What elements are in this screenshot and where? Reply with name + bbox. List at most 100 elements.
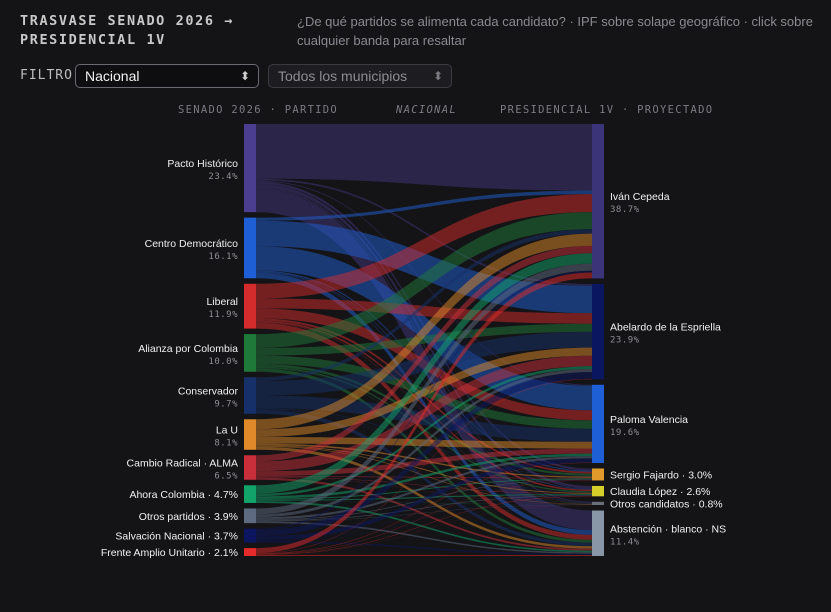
source-node[interactable] [244, 217, 256, 279]
target-node[interactable] [592, 283, 604, 380]
target-node[interactable] [592, 468, 604, 481]
flow-band[interactable] [256, 456, 592, 520]
target-node[interactable] [592, 485, 604, 497]
source-label: Ahora Colombia · 4.7% [129, 489, 238, 501]
source-node[interactable] [244, 124, 256, 213]
flow-band[interactable] [256, 323, 592, 356]
source-pct: 11.9% [208, 310, 238, 320]
source-label: Liberal [206, 296, 238, 308]
flow-band[interactable] [256, 378, 592, 554]
flow-band[interactable] [256, 331, 592, 396]
flow-band[interactable] [256, 298, 592, 324]
flow-band[interactable] [256, 187, 592, 503]
flow-band[interactable] [256, 495, 592, 542]
flow-band[interactable] [256, 270, 592, 531]
target-pct: 11.4% [610, 537, 640, 547]
flow-band[interactable] [256, 372, 592, 537]
target-node[interactable] [592, 384, 604, 463]
flow-band[interactable] [256, 409, 592, 493]
source-node[interactable] [244, 455, 256, 480]
flow-band[interactable] [256, 453, 592, 499]
flow-band[interactable] [256, 367, 592, 504]
target-node[interactable] [592, 501, 604, 506]
target-pct: 23.9% [610, 336, 640, 346]
flow-band[interactable] [256, 541, 592, 555]
scope-select[interactable]: Nacional ⬍ [75, 64, 259, 88]
flow-band[interactable] [256, 504, 592, 542]
source-label: Pacto Histórico [167, 158, 238, 170]
sankey-labels: Pacto Histórico 23.4% Centro Democrático 16… [101, 158, 726, 559]
flow-band[interactable] [256, 124, 592, 191]
flow-band[interactable] [256, 477, 592, 505]
flow-band[interactable] [256, 554, 592, 556]
flow-band[interactable] [256, 479, 592, 541]
flow-band[interactable] [256, 480, 592, 555]
sankey-links [256, 124, 592, 556]
flow-band[interactable] [256, 368, 592, 518]
flow-band[interactable] [256, 478, 592, 500]
source-node[interactable] [244, 419, 256, 450]
chevron-updown-icon: ⬍ [239, 69, 250, 83]
flow-band[interactable] [256, 409, 592, 547]
flow-band[interactable] [256, 366, 592, 493]
flow-band[interactable] [256, 462, 592, 554]
target-pct: 38.7% [610, 205, 640, 215]
flow-band[interactable] [256, 501, 592, 553]
source-label: La U [216, 425, 238, 437]
flow-band[interactable] [256, 229, 592, 381]
flow-band[interactable] [256, 476, 592, 495]
flow-band[interactable] [256, 212, 592, 349]
flow-band[interactable] [256, 495, 592, 521]
flow-band[interactable] [256, 366, 592, 497]
target-label: Otros candidatos · 0.8% [610, 498, 723, 510]
source-node[interactable] [244, 485, 256, 503]
target-node[interactable] [592, 510, 604, 556]
flow-band[interactable] [256, 504, 592, 555]
flow-band[interactable] [256, 178, 592, 286]
source-node[interactable] [244, 283, 256, 329]
flow-band[interactable] [256, 458, 592, 541]
column-header-right: PRESIDENCIAL 1V · PROYECTADO [500, 104, 714, 116]
source-label: Cambio Radical · ALMA [127, 458, 238, 470]
flow-band[interactable] [256, 253, 592, 494]
flow-band[interactable] [256, 263, 592, 515]
municipio-select[interactable]: Todos los municipios ⬍ [268, 64, 452, 88]
source-node[interactable] [244, 528, 256, 543]
scope-select-value: Nacional [85, 68, 140, 84]
source-pct: 9.7% [214, 400, 238, 410]
flow-band[interactable] [256, 477, 592, 551]
municipio-select-value: Todos los municipios [278, 68, 408, 84]
column-header-middle: NACIONAL [396, 104, 457, 116]
source-pct: 6.5% [214, 472, 238, 482]
flow-band[interactable] [256, 521, 592, 554]
source-node[interactable] [244, 508, 256, 524]
source-pct: 23.4% [208, 172, 238, 182]
flow-band[interactable] [256, 271, 592, 490]
source-node[interactable] [244, 334, 256, 372]
flow-band[interactable] [256, 194, 592, 299]
target-label: Sergio Fajardo · 3.0% [610, 469, 712, 481]
chevron-updown-icon: ⬍ [432, 69, 443, 83]
target-label: Abstención · blanco · NS [610, 523, 726, 535]
flow-band[interactable] [256, 190, 592, 221]
target-label: Abelardo de la Espriella [610, 322, 721, 334]
source-label: Salvación Nacional · 3.7% [115, 531, 238, 543]
source-pct: 10.0% [208, 357, 238, 367]
source-pct: 16.1% [208, 252, 238, 262]
flow-band[interactable] [256, 272, 592, 535]
source-node[interactable] [244, 377, 256, 414]
flow-band[interactable] [256, 500, 592, 505]
flow-band[interactable] [256, 320, 592, 492]
flow-band[interactable] [256, 495, 592, 555]
flow-band[interactable] [256, 445, 592, 494]
column-header-left: SENADO 2026 · PARTIDO [178, 104, 339, 116]
flow-band[interactable] [256, 245, 592, 462]
page-title: TRASVASE SENADO 2026 → PRESIDENCIAL 1V [20, 13, 235, 48]
page-subtitle: ¿De qué partidos se alimenta cada candid… [297, 14, 813, 48]
target-label: Iván Cepeda [610, 191, 670, 203]
flow-band[interactable] [256, 504, 592, 522]
target-node[interactable] [592, 124, 604, 279]
flow-band[interactable] [256, 272, 592, 553]
source-node[interactable] [244, 548, 256, 556]
flow-band[interactable] [256, 233, 592, 430]
